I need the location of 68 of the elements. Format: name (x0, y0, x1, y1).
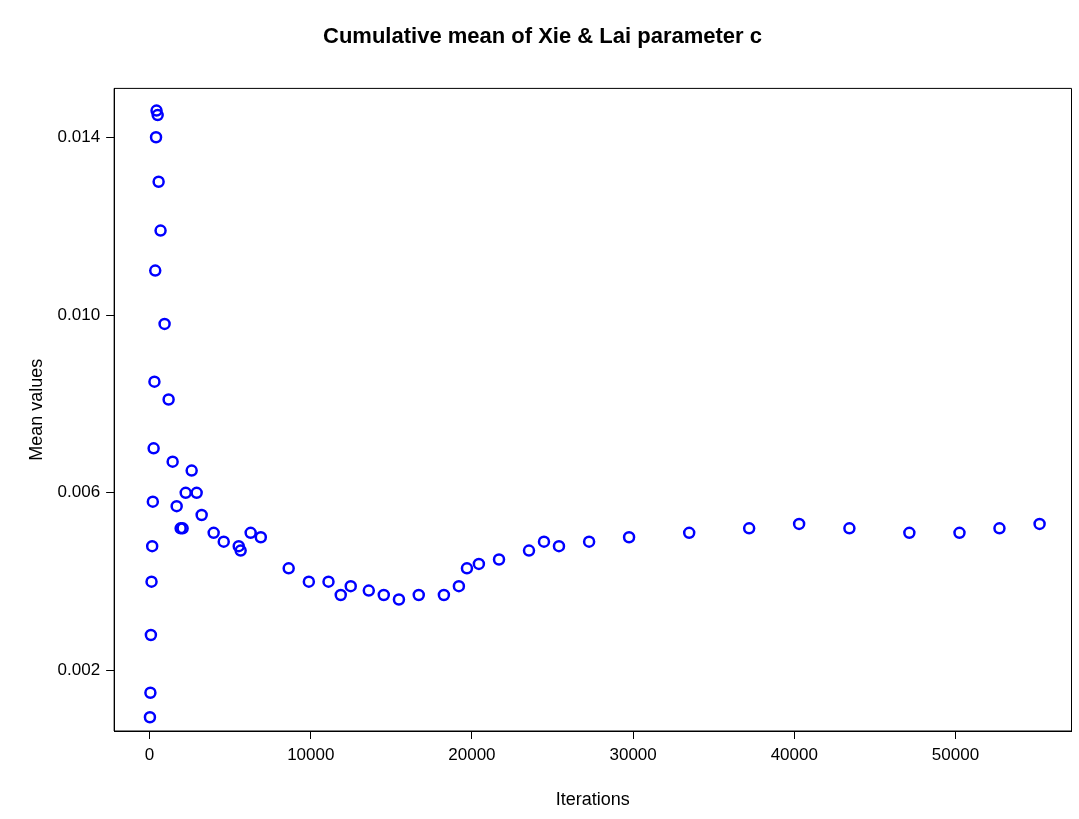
point (377, 588, 391, 602)
point (217, 535, 230, 548)
point (392, 593, 406, 606)
point (148, 375, 161, 388)
point (170, 499, 183, 513)
point (682, 526, 696, 540)
point (207, 526, 220, 540)
point (843, 522, 856, 535)
point (302, 575, 316, 588)
point (437, 588, 451, 602)
y-tick-label: 0.010 (57, 304, 101, 324)
point (282, 562, 295, 575)
point (232, 539, 245, 553)
point (144, 686, 157, 700)
point (334, 588, 347, 602)
y-axis-title: Mean values (25, 358, 46, 461)
point (460, 562, 474, 575)
y-tick-label: 0.006 (57, 482, 101, 502)
point (149, 131, 163, 144)
point (552, 539, 566, 553)
x-tick-label: 0 (144, 744, 155, 764)
chart-title: Cumulative mean of Xie & Lai parameter c (323, 23, 762, 49)
point (452, 579, 466, 593)
x-tick-label: 50000 (931, 744, 980, 764)
point (537, 535, 551, 548)
x-tick-label: 40000 (770, 744, 818, 764)
point (412, 588, 426, 602)
point (144, 628, 158, 642)
point (244, 526, 257, 540)
point (145, 539, 159, 553)
point (362, 584, 376, 597)
point (195, 508, 208, 522)
point (146, 495, 160, 508)
point (792, 517, 806, 531)
point (234, 544, 247, 557)
point (158, 317, 171, 331)
point (993, 522, 1006, 535)
point (179, 486, 192, 500)
point (1033, 517, 1046, 531)
x-tick-label: 20000 (448, 744, 496, 764)
point (151, 108, 164, 122)
point (582, 535, 596, 548)
point (472, 557, 486, 571)
point (344, 579, 357, 593)
point (254, 530, 268, 544)
point (150, 104, 163, 117)
y-tick-label: 0.014 (57, 126, 101, 146)
y-tick-label: 0.002 (57, 660, 101, 680)
point (152, 175, 165, 188)
point (145, 575, 158, 588)
point (190, 486, 203, 500)
point (162, 393, 175, 406)
point (148, 264, 162, 277)
point (166, 455, 179, 468)
x-axis-title: Iterations (555, 789, 630, 810)
point (185, 464, 198, 477)
point (492, 553, 506, 566)
x-tick-label: 30000 (609, 744, 657, 764)
point (953, 526, 966, 540)
x-tick-label: 10000 (287, 744, 335, 764)
point (143, 710, 157, 724)
point (522, 544, 536, 557)
point (903, 526, 916, 540)
point (154, 224, 167, 237)
point (622, 530, 636, 544)
point (742, 522, 756, 535)
point (147, 442, 160, 455)
point (322, 575, 335, 588)
